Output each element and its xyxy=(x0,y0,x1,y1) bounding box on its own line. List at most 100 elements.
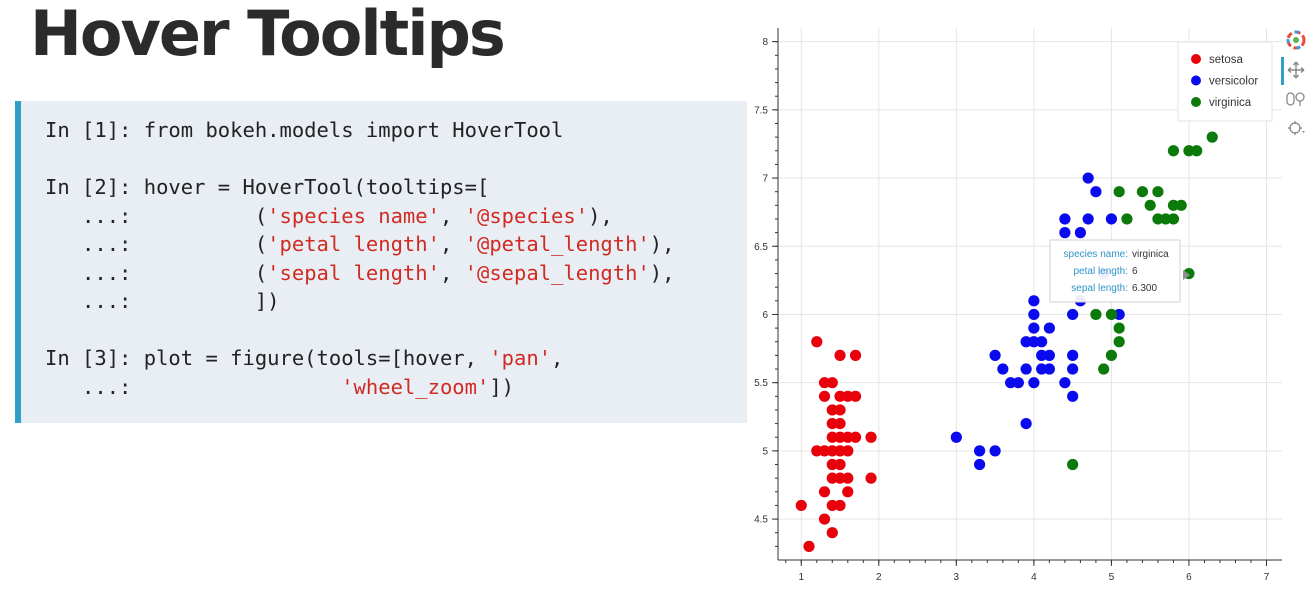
data-point-versicolor[interactable] xyxy=(1028,377,1040,389)
data-point-virginica[interactable] xyxy=(1105,349,1118,361)
data-point-versicolor[interactable] xyxy=(974,445,986,457)
data-point-versicolor[interactable] xyxy=(950,431,962,443)
data-point-versicolor[interactable] xyxy=(1059,213,1071,225)
data-point-virginica[interactable] xyxy=(1191,145,1203,157)
data-point-setosa[interactable] xyxy=(795,499,807,512)
data-point-setosa[interactable] xyxy=(826,431,838,443)
data-point-virginica[interactable] xyxy=(1152,186,1164,198)
data-point-setosa[interactable] xyxy=(826,377,838,389)
data-point-versicolor[interactable] xyxy=(1036,363,1048,375)
data-point-setosa[interactable] xyxy=(834,349,846,361)
data-point-setosa[interactable] xyxy=(826,458,838,471)
data-point-setosa[interactable] xyxy=(826,499,838,512)
data-point-versicolor[interactable] xyxy=(1067,363,1079,375)
data-point-setosa[interactable] xyxy=(842,431,854,443)
data-point-virginica[interactable] xyxy=(1167,199,1180,211)
data-point-versicolor[interactable] xyxy=(1005,377,1017,389)
data-point-versicolor[interactable] xyxy=(1059,377,1071,389)
data-point-versicolor[interactable] xyxy=(1105,213,1118,225)
data-point-versicolor[interactable] xyxy=(1067,390,1079,402)
data-point-setosa[interactable] xyxy=(865,472,877,484)
data-point-setosa[interactable] xyxy=(834,472,846,484)
data-point-setosa[interactable] xyxy=(834,390,846,402)
pan-icon[interactable] xyxy=(1286,60,1306,80)
data-point-versicolor[interactable] xyxy=(1020,363,1032,375)
data-point-versicolor[interactable] xyxy=(1020,417,1032,430)
data-point-setosa[interactable] xyxy=(811,445,823,457)
data-point-versicolor[interactable] xyxy=(1090,186,1102,198)
data-point-versicolor[interactable] xyxy=(1028,322,1040,334)
data-point-setosa[interactable] xyxy=(811,336,823,348)
data-point-setosa[interactable] xyxy=(826,472,838,484)
data-point-versicolor[interactable] xyxy=(1074,227,1086,239)
data-point-virginica[interactable] xyxy=(1113,336,1125,348)
data-point-virginica[interactable] xyxy=(1121,213,1133,225)
data-point-versicolor[interactable] xyxy=(1028,308,1040,321)
wheel-zoom-icon[interactable] xyxy=(1286,89,1306,109)
data-point-virginica[interactable] xyxy=(1113,186,1125,198)
data-point-versicolor[interactable] xyxy=(997,363,1009,375)
data-point-virginica[interactable] xyxy=(1105,308,1118,321)
data-point-setosa[interactable] xyxy=(826,527,838,539)
data-point-versicolor[interactable] xyxy=(1043,363,1055,375)
data-point-virginica[interactable] xyxy=(1098,363,1110,375)
bokeh-logo-icon[interactable] xyxy=(1286,30,1306,50)
data-point-virginica[interactable] xyxy=(1167,213,1180,225)
data-point-versicolor[interactable] xyxy=(1043,322,1055,334)
data-point-virginica[interactable] xyxy=(1167,145,1180,157)
data-point-virginica[interactable] xyxy=(1160,213,1172,225)
data-point-versicolor[interactable] xyxy=(1082,172,1094,184)
data-point-virginica[interactable] xyxy=(1175,199,1187,211)
data-point-setosa[interactable] xyxy=(803,540,815,552)
data-point-setosa[interactable] xyxy=(865,431,877,443)
data-point-virginica[interactable] xyxy=(1090,308,1102,321)
data-point-setosa[interactable] xyxy=(818,390,831,402)
data-point-versicolor[interactable] xyxy=(1113,308,1125,321)
data-point-virginica[interactable] xyxy=(1136,186,1149,198)
data-point-versicolor[interactable] xyxy=(1082,213,1094,225)
data-point-versicolor[interactable] xyxy=(974,458,986,471)
data-point-setosa[interactable] xyxy=(834,431,846,443)
hover-icon[interactable] xyxy=(1286,118,1306,138)
data-point-versicolor[interactable] xyxy=(1067,349,1079,361)
data-points[interactable] xyxy=(795,76,1265,552)
data-point-setosa[interactable] xyxy=(818,486,831,498)
data-point-versicolor[interactable] xyxy=(989,445,1001,457)
data-point-setosa[interactable] xyxy=(826,417,838,430)
data-point-versicolor[interactable] xyxy=(1028,336,1040,348)
data-point-setosa[interactable] xyxy=(834,417,846,430)
data-point-setosa[interactable] xyxy=(826,445,838,457)
data-point-setosa[interactable] xyxy=(826,404,838,416)
data-point-versicolor[interactable] xyxy=(1043,349,1055,361)
data-point-virginica[interactable] xyxy=(1152,213,1164,225)
data-point-virginica[interactable] xyxy=(1113,322,1125,334)
data-point-versicolor[interactable] xyxy=(1059,227,1071,239)
scatter-plot-svg[interactable]: 1 2 3 4 5 6 7 4.5 5 5.5 6 6.5 7 7.5 8 setosa versicolor… xyxy=(750,28,1290,597)
data-point-versicolor[interactable] xyxy=(1020,336,1032,348)
data-point-setosa[interactable] xyxy=(818,445,831,457)
data-point-versicolor[interactable] xyxy=(1036,349,1048,361)
data-point-setosa[interactable] xyxy=(818,513,831,525)
data-point-setosa[interactable] xyxy=(842,445,854,457)
data-point-setosa[interactable] xyxy=(842,486,854,498)
data-point-setosa[interactable] xyxy=(849,349,862,361)
data-point-setosa[interactable] xyxy=(842,390,854,402)
data-point-setosa[interactable] xyxy=(818,377,831,389)
data-point-setosa[interactable] xyxy=(849,431,862,443)
data-point-setosa[interactable] xyxy=(834,458,846,471)
data-point-setosa[interactable] xyxy=(834,499,846,512)
scatter-plot[interactable]: 1 2 3 4 5 6 7 4.5 5 5.5 6 6.5 7 7.5 8 setosa versicolor… xyxy=(750,28,1290,597)
data-point-virginica[interactable] xyxy=(1144,199,1156,211)
data-point-setosa[interactable] xyxy=(849,390,862,402)
data-point-versicolor[interactable] xyxy=(1012,377,1024,389)
data-point-setosa[interactable] xyxy=(834,445,846,457)
data-point-virginica[interactable] xyxy=(1206,131,1218,143)
data-point-setosa[interactable] xyxy=(842,472,854,484)
data-point-versicolor[interactable] xyxy=(989,349,1001,361)
data-point-versicolor[interactable] xyxy=(1028,295,1040,307)
data-point-virginica[interactable] xyxy=(1183,145,1195,157)
data-point-versicolor[interactable] xyxy=(1067,308,1079,321)
data-point-versicolor[interactable] xyxy=(1036,336,1048,348)
data-point-setosa[interactable] xyxy=(834,404,846,416)
data-point-virginica[interactable] xyxy=(1067,458,1079,471)
